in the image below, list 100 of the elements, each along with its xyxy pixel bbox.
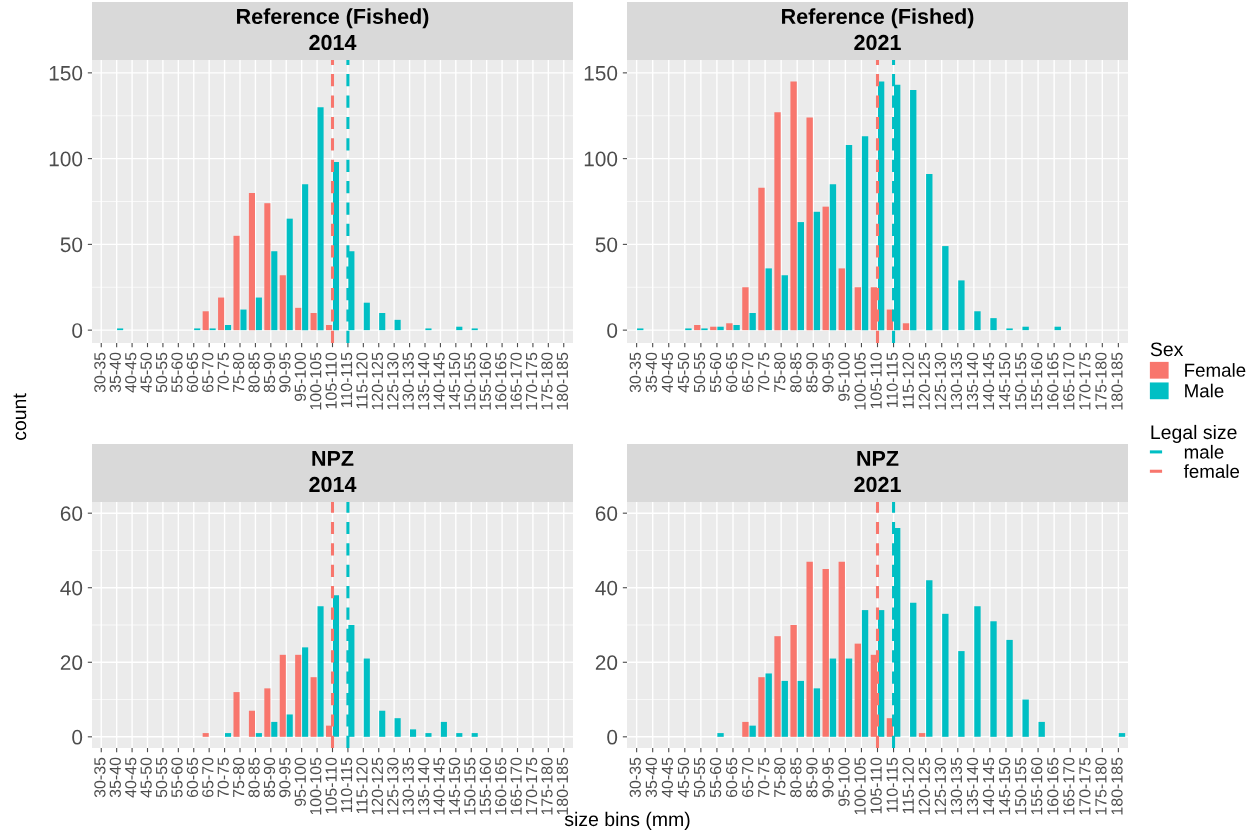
x-tick-label: 160-165	[1047, 757, 1059, 815]
x-tick-label: 115-120	[356, 757, 368, 814]
bar	[1038, 721, 1045, 737]
chart-subtitle: 2014	[309, 476, 357, 493]
bar	[781, 680, 788, 737]
bar	[248, 192, 255, 331]
x-tick-label: 45-50	[140, 757, 152, 798]
x-tick-label: 30-35	[94, 757, 106, 798]
x-tick-label: 105-110	[325, 757, 337, 814]
x-tick-label: 80-85	[790, 757, 802, 798]
x-tick-label: 50-55	[155, 352, 168, 393]
bar	[758, 187, 765, 331]
x-tick-label: 110-115	[886, 352, 898, 408]
bar	[394, 718, 401, 737]
bar	[854, 287, 862, 331]
x-tick-label: 150-155	[464, 352, 476, 410]
bar	[774, 636, 781, 737]
legend-label: female	[1183, 464, 1240, 478]
y-tick-label: 100	[49, 151, 83, 167]
bar	[902, 323, 910, 331]
text: Sex	[1150, 342, 1184, 357]
x-tick-label: 95-100	[838, 352, 850, 402]
bar	[717, 733, 724, 737]
bar	[742, 721, 749, 737]
y-tick-label: 150	[49, 65, 83, 81]
bar	[781, 275, 788, 331]
bar	[302, 647, 309, 737]
x-tick-label: 165-170	[510, 352, 522, 410]
x-tick-label: 80-85	[248, 757, 260, 798]
x-tick-label: 65-70	[742, 757, 754, 798]
bar	[1118, 733, 1126, 737]
x-tick-label: 45-50	[677, 757, 690, 798]
x-tick-label: 75-80	[232, 352, 245, 393]
x-tick-label: 30-35	[629, 757, 641, 798]
x-tick-label: 30-35	[94, 352, 106, 393]
bar	[765, 673, 772, 737]
bar	[379, 710, 386, 737]
x-tick-label: 130-135	[402, 757, 414, 815]
bar	[225, 733, 232, 737]
x-tick-label: 135-140	[417, 352, 430, 410]
bar	[829, 184, 837, 331]
bar	[471, 733, 478, 737]
x-tick-label: 120-125	[918, 757, 930, 815]
bar	[861, 136, 869, 331]
x-tick-label: 135-140	[966, 757, 979, 815]
x-tick-label: 70-75	[758, 352, 770, 393]
chart-title: NPZ	[857, 451, 899, 466]
bar	[742, 287, 749, 331]
bar	[726, 323, 733, 331]
x-tick-label: 130-135	[402, 352, 414, 410]
bar	[942, 613, 949, 737]
bar	[1022, 326, 1029, 331]
x-tick-label: 60-65	[725, 352, 738, 393]
x-tick-label: 145-150	[448, 352, 461, 410]
x-tick-label: 55-60	[709, 352, 722, 393]
bar	[806, 561, 813, 737]
bar	[829, 658, 837, 737]
bar	[790, 81, 797, 331]
bar	[958, 651, 965, 737]
bar	[363, 302, 370, 331]
x-tick-label: 140-145	[982, 757, 995, 815]
bar	[425, 733, 432, 737]
bar	[271, 721, 278, 737]
bar	[363, 658, 370, 737]
bar	[749, 725, 756, 737]
bar	[749, 312, 756, 331]
x-tick-label: 80-85	[248, 352, 260, 393]
x-tick-label: 50-55	[693, 757, 706, 798]
x-tick-label: 150-155	[1015, 757, 1027, 815]
bar	[286, 714, 293, 737]
x-tick-label: 170-175	[1079, 757, 1091, 815]
bar	[310, 312, 317, 331]
bar	[394, 319, 401, 331]
bar	[838, 268, 845, 331]
y-tick-label: 0	[607, 729, 618, 745]
x-tick-label: 60-65	[186, 352, 199, 393]
x-tick-label: 105-110	[870, 757, 882, 814]
x-tick-label: 155-160	[1031, 757, 1043, 815]
x-tick-label: 115-120	[902, 757, 914, 814]
text: Legal size	[1151, 424, 1237, 443]
bar	[758, 677, 765, 737]
x-tick-label: 105-110	[870, 352, 882, 409]
x-tick-label: 160-165	[495, 352, 507, 410]
bar	[233, 235, 240, 331]
x-tick-label: 85-90	[806, 352, 818, 393]
bar	[264, 688, 271, 737]
x-tick-label: 125-130	[387, 757, 399, 815]
x-tick-label: 65-70	[742, 352, 754, 393]
x-tick-label: 105-110	[325, 352, 337, 409]
bar	[317, 107, 324, 331]
x-tick-label: 95-100	[838, 757, 850, 807]
bar	[694, 324, 701, 331]
y-tick-label: 50	[595, 237, 618, 253]
x-tick-label: 90-95	[822, 757, 834, 798]
bar	[295, 307, 302, 331]
x-tick-label: 110-115	[886, 757, 898, 813]
x-tick-label: 170-175	[1079, 352, 1091, 410]
y-tick-label: 60	[60, 506, 83, 521]
x-tick-label: 155-160	[479, 352, 491, 410]
x-tick-label: 70-75	[217, 352, 229, 393]
